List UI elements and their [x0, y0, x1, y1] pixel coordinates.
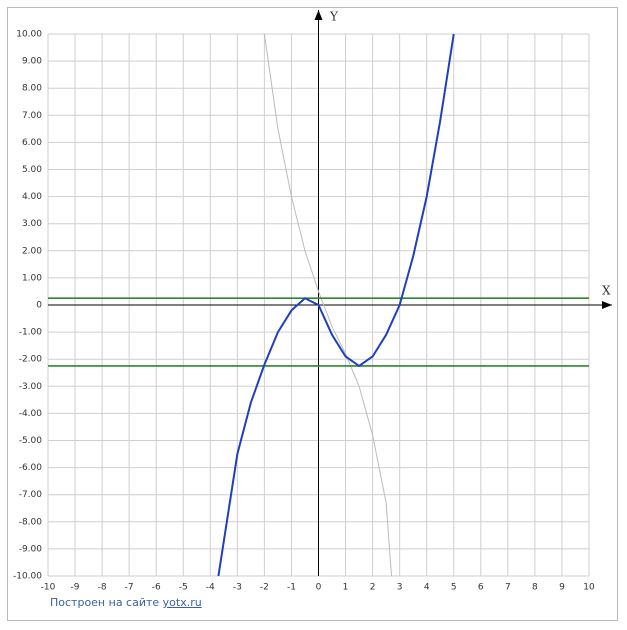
y-tick-label: 4.00: [22, 192, 42, 202]
y-tick-label: -10.00: [13, 572, 42, 582]
credit-link[interactable]: yotx.ru: [162, 596, 202, 609]
y-tick-label: 8.00: [22, 84, 42, 94]
x-tick-label: -8: [98, 583, 107, 593]
y-tick-label: -6.00: [19, 463, 43, 473]
y-tick-label: -7.00: [19, 490, 43, 500]
x-axis-label: X: [602, 284, 611, 298]
x-axis-arrow: [602, 301, 612, 309]
x-tick-label: -2: [260, 583, 269, 593]
y-tick-label: -3.00: [19, 382, 43, 392]
series-line: [263, 34, 393, 576]
x-tick-label: 8: [532, 583, 538, 593]
x-tick-label: -5: [179, 583, 188, 593]
frame: [7, 7, 618, 621]
x-tick-label: 4: [424, 583, 430, 593]
x-tick-label: 10: [583, 583, 595, 593]
x-tick-label: -3: [233, 583, 242, 593]
x-tick-label: -6: [152, 583, 161, 593]
y-tick-label: 9.00: [22, 57, 42, 67]
credit: Построен на сайте yotx.ru: [50, 596, 202, 609]
y-tick-label: -8.00: [19, 517, 43, 527]
y-tick-label: 10.00: [16, 30, 42, 40]
y-tick-label: 2.00: [22, 246, 42, 256]
y-tick-label: -1.00: [19, 328, 43, 338]
y-tick-label: -4.00: [19, 409, 43, 419]
y-tick-label: -5.00: [19, 436, 43, 446]
y-tick-label: 5.00: [22, 165, 42, 175]
series-line: [217, 34, 455, 576]
y-tick-label: -2.00: [19, 355, 43, 365]
x-tick-label: 0: [316, 583, 322, 593]
x-tick-label: 3: [397, 583, 403, 593]
y-tick-label: 1.00: [22, 273, 42, 283]
credit-text: Построен на сайте: [50, 596, 160, 609]
y-tick-label: 6.00: [22, 138, 42, 148]
x-tick-label: -9: [71, 583, 80, 593]
x-tick-label: 2: [370, 583, 376, 593]
y-tick-label: -9.00: [19, 544, 43, 554]
x-tick-label: 9: [559, 583, 565, 593]
y-axis-arrow: [314, 10, 323, 20]
y-tick-label: 0: [36, 301, 42, 311]
x-tick-label: -10: [41, 583, 56, 593]
y-tick-label: 7.00: [22, 111, 42, 121]
y-tick-label: 3.00: [22, 219, 42, 229]
x-tick-label: -1: [287, 583, 296, 593]
y-axis-label: Y: [329, 10, 339, 24]
x-tick-label: 1: [343, 583, 349, 593]
x-tick-label: 7: [505, 583, 511, 593]
x-tick-label: 6: [478, 583, 484, 593]
x-tick-label: 5: [451, 583, 457, 593]
x-tick-label: -7: [125, 583, 134, 593]
x-tick-label: -4: [206, 583, 215, 593]
